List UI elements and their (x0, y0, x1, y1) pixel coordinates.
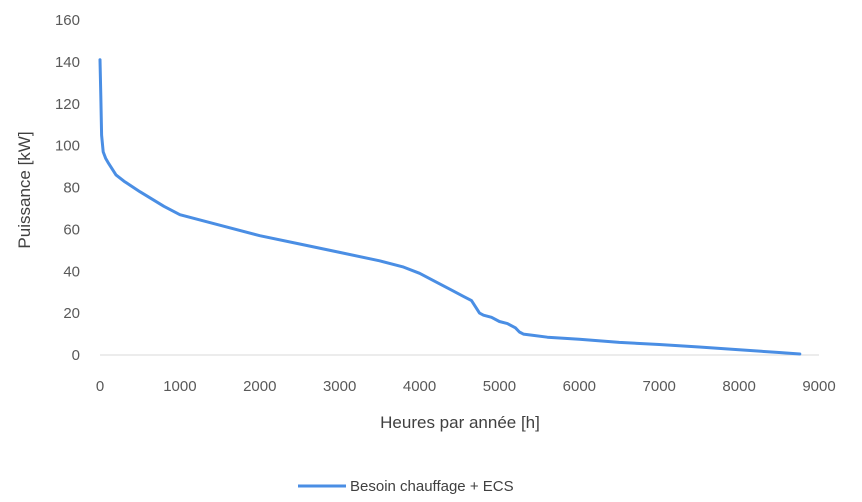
legend: Besoin chauffage + ECS (298, 478, 514, 495)
x-tick-label: 3000 (323, 378, 356, 395)
x-tick-label: 7000 (643, 378, 676, 395)
y-tick-label: 20 (63, 305, 80, 322)
x-tick-label: 0 (96, 378, 104, 395)
y-axis-title: Puissance [kW] (15, 131, 34, 248)
y-tick-label: 140 (55, 54, 80, 71)
y-tick-label: 80 (63, 180, 80, 197)
y-tick-label: 100 (55, 138, 80, 155)
y-tick-label: 120 (55, 96, 80, 113)
x-tick-label: 1000 (163, 378, 196, 395)
y-axis-tick-labels: 0 20 40 60 80 100 120 140 160 (55, 12, 80, 364)
y-tick-label: 0 (72, 347, 80, 364)
x-tick-label: 9000 (802, 378, 835, 395)
y-tick-label: 40 (63, 263, 80, 280)
x-tick-label: 2000 (243, 378, 276, 395)
legend-label: Besoin chauffage + ECS (350, 478, 514, 495)
x-tick-label: 5000 (483, 378, 516, 395)
x-tick-label: 6000 (563, 378, 596, 395)
x-tick-label: 8000 (722, 378, 755, 395)
x-axis-tick-labels: 0 1000 2000 3000 4000 5000 6000 7000 8000 9000 (96, 378, 836, 395)
series-layer (98, 58, 802, 356)
y-tick-label: 160 (55, 12, 80, 29)
y-tick-label: 60 (63, 221, 80, 238)
x-tick-label: 4000 (403, 378, 436, 395)
x-axis-title: Heures par année [h] (380, 413, 540, 432)
series-line (98, 58, 802, 356)
